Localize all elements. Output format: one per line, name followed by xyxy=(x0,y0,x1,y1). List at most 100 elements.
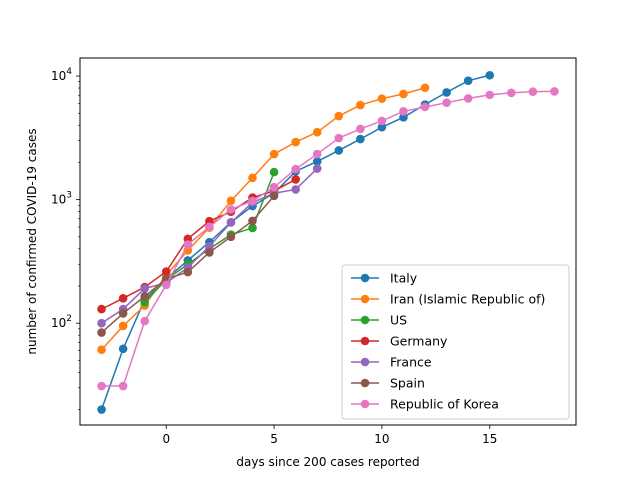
data-point xyxy=(485,70,495,80)
data-point xyxy=(248,223,257,233)
data-point xyxy=(226,218,236,227)
data-point xyxy=(442,88,451,97)
data-point xyxy=(356,124,365,134)
data-point xyxy=(312,127,322,137)
data-point xyxy=(269,182,279,192)
data-point xyxy=(312,157,322,166)
data-point xyxy=(377,116,387,126)
data-point xyxy=(118,381,128,391)
legend-label: US xyxy=(390,313,407,328)
data-point xyxy=(269,149,279,159)
data-point xyxy=(118,309,128,318)
data-point xyxy=(463,94,473,103)
data-point xyxy=(550,87,559,96)
data-point xyxy=(420,83,430,93)
data-point xyxy=(356,134,365,144)
data-point xyxy=(312,149,322,159)
data-point xyxy=(507,88,516,98)
x-tick-label: 0 xyxy=(162,432,170,446)
data-point xyxy=(226,205,236,214)
data-point xyxy=(248,173,257,183)
plot-frame xyxy=(79,57,577,426)
data-point xyxy=(97,381,106,391)
legend-item: Republic of Korea xyxy=(351,397,499,412)
legend-item: Iran (Islamic Republic of) xyxy=(351,292,545,307)
data-point xyxy=(205,241,214,251)
data-point xyxy=(183,267,193,277)
legend: Italy Iran (Islamic Republic of) US Germany… xyxy=(341,264,570,420)
legend-label: France xyxy=(390,355,432,370)
series-4 xyxy=(97,164,322,328)
legend-marker xyxy=(360,294,370,304)
series-2 xyxy=(140,167,279,307)
data-point xyxy=(377,122,387,132)
data-point xyxy=(183,240,193,249)
data-point xyxy=(226,196,236,206)
data-point xyxy=(248,216,257,226)
x-tick-label: 5 xyxy=(270,432,278,446)
data-point xyxy=(97,304,106,314)
data-point xyxy=(485,90,495,100)
plot-marks xyxy=(97,70,559,414)
data-point xyxy=(118,321,128,331)
data-point xyxy=(442,98,451,107)
y-axis-label: number of confirmed COVID-19 cases xyxy=(25,128,39,354)
legend-label: Italy xyxy=(390,271,418,286)
legend-item: Italy xyxy=(351,271,418,286)
data-point xyxy=(334,146,344,155)
y-tick-label: 103 xyxy=(51,191,72,207)
data-point xyxy=(248,196,257,206)
data-point xyxy=(399,89,408,99)
data-point xyxy=(356,100,365,110)
data-point xyxy=(97,318,106,328)
data-point xyxy=(97,345,106,355)
data-point xyxy=(118,344,128,354)
data-point xyxy=(161,267,171,276)
legend-item: US xyxy=(351,313,407,328)
legend-label: Republic of Korea xyxy=(390,397,499,412)
x-tick-label: 15 xyxy=(482,432,497,446)
axes: 0 5 10 15 102 103 104 xyxy=(51,67,497,446)
data-point xyxy=(205,248,214,257)
data-point xyxy=(528,87,538,96)
x-tick-label: 10 xyxy=(374,432,389,446)
x-axis-label: days since 200 cases reported xyxy=(236,455,419,469)
data-point xyxy=(334,133,344,143)
data-point xyxy=(399,113,408,122)
y-tick-label: 102 xyxy=(51,314,72,330)
legend-label: Spain xyxy=(390,376,425,391)
data-point xyxy=(399,106,408,116)
data-point xyxy=(463,76,473,85)
data-point xyxy=(97,405,106,414)
data-point xyxy=(269,191,279,201)
data-point xyxy=(291,164,300,174)
data-point xyxy=(312,164,322,173)
data-point xyxy=(118,294,128,303)
data-point xyxy=(140,284,149,293)
data-point xyxy=(226,232,236,242)
series-6 xyxy=(97,87,559,391)
legend-marker xyxy=(360,378,370,388)
legend-box xyxy=(341,264,570,420)
data-point xyxy=(377,94,387,103)
legend-item: Spain xyxy=(351,376,425,391)
data-point xyxy=(97,328,106,337)
series-line xyxy=(101,90,555,387)
legend-marker xyxy=(360,399,370,409)
data-point xyxy=(291,185,300,194)
legend-marker xyxy=(360,336,370,346)
legend-item: Germany xyxy=(351,334,448,349)
legend-marker xyxy=(360,315,370,325)
y-tick-label: 104 xyxy=(51,67,72,83)
data-point xyxy=(291,175,300,184)
data-point xyxy=(140,316,149,326)
legend-marker xyxy=(360,273,370,283)
data-point xyxy=(291,137,300,147)
data-point xyxy=(140,292,149,301)
legend-item: France xyxy=(351,355,432,370)
legend-marker xyxy=(360,357,370,367)
series-5 xyxy=(97,191,279,337)
data-point xyxy=(269,167,279,177)
